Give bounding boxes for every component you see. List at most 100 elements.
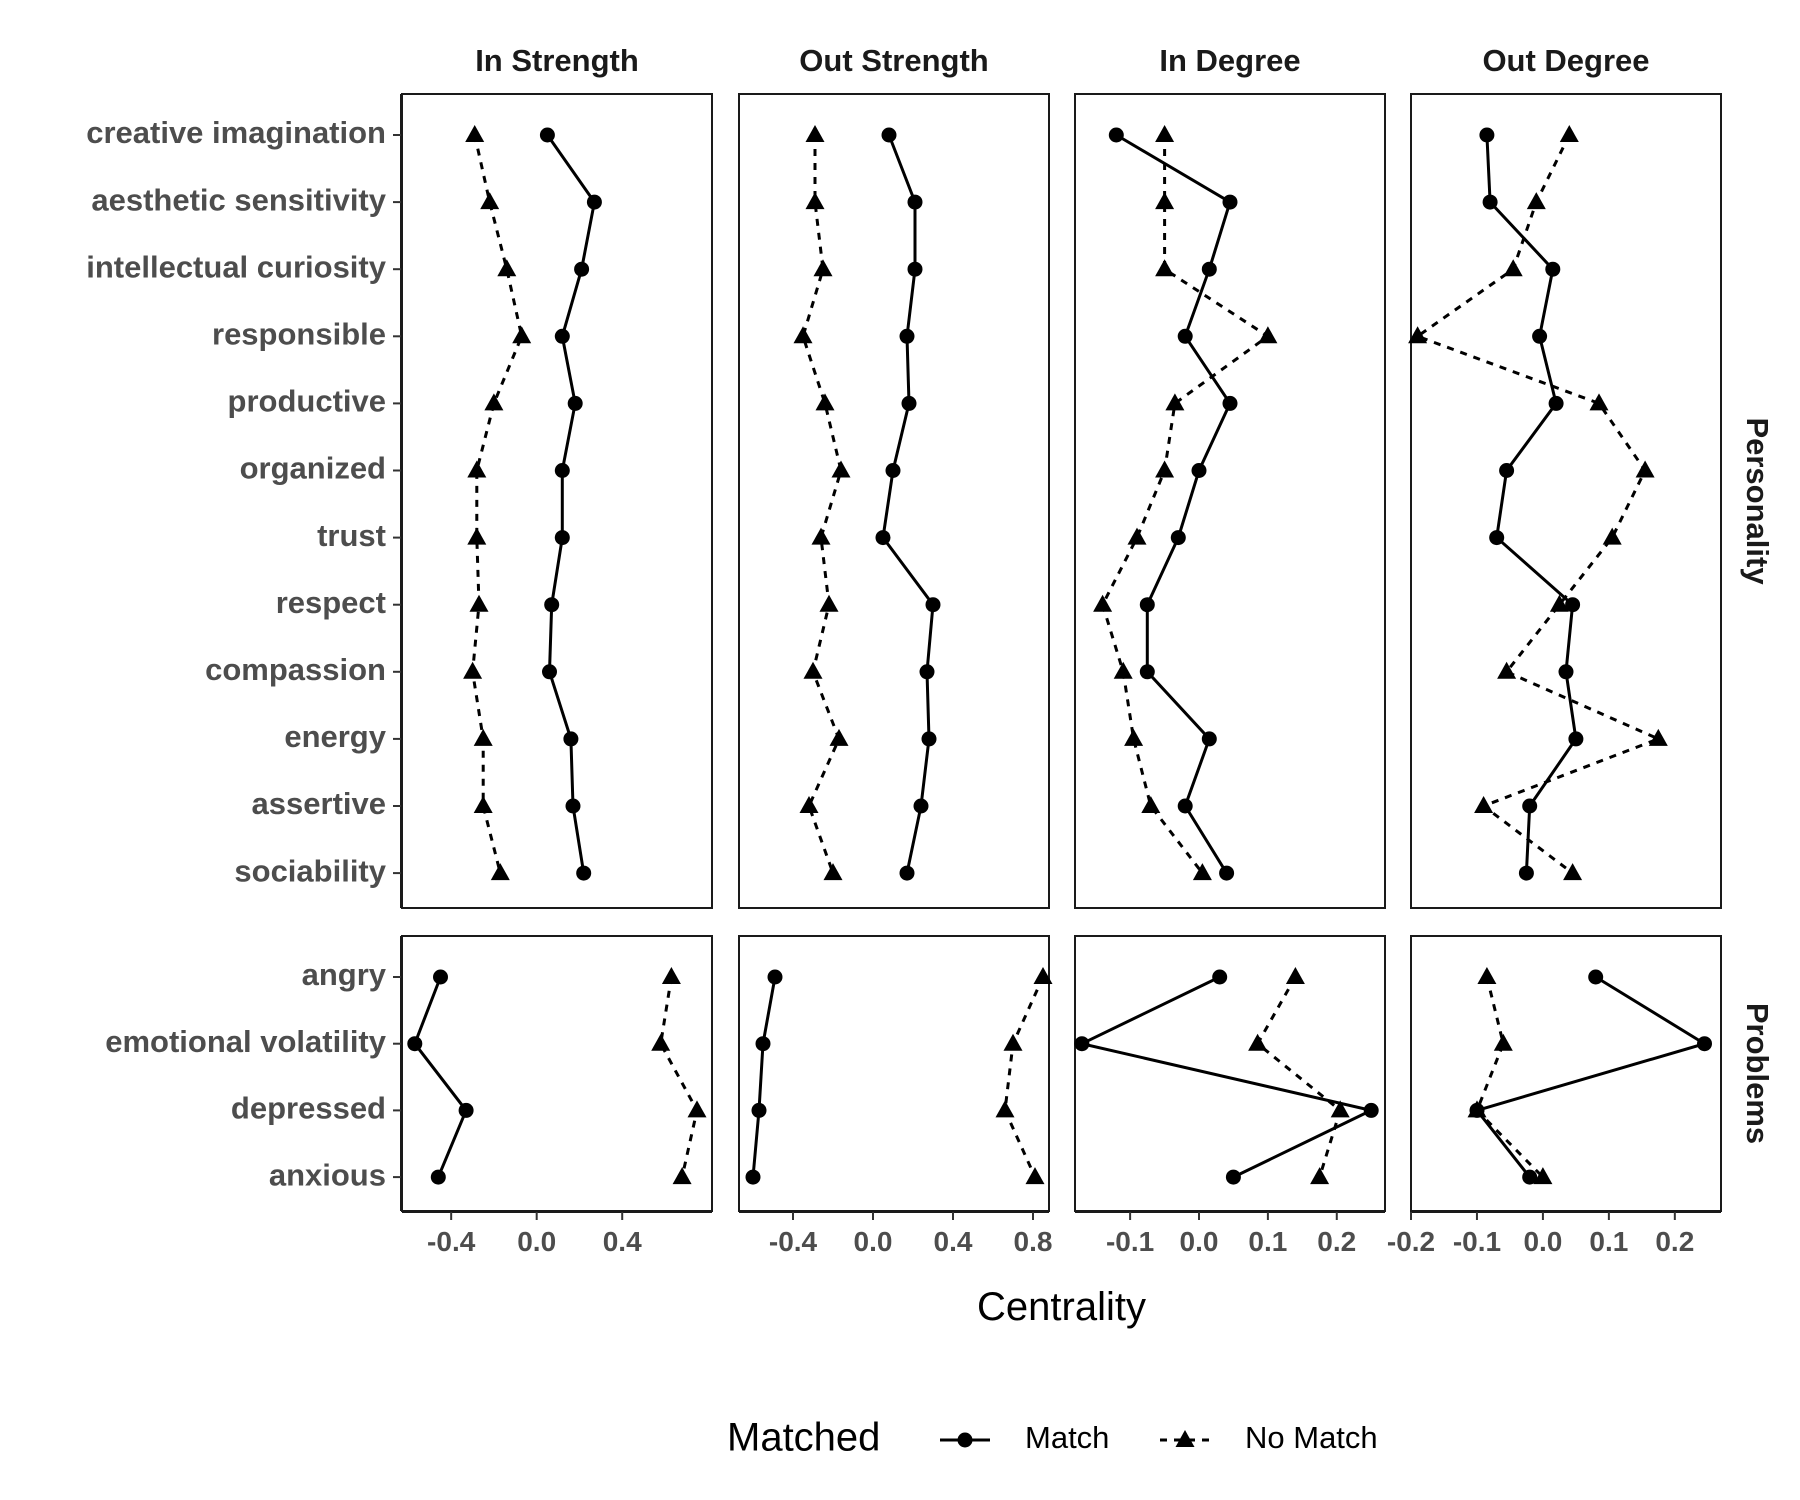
series-line-no-match-in-degree-personality	[1100, 135, 1271, 875]
point-nomatch-out-degree-emotional-volatility	[1493, 1033, 1513, 1051]
point-match-in-degree-compassion	[1139, 664, 1155, 680]
point-nomatch-in-degree-respect	[1093, 594, 1113, 612]
point-nomatch-out-degree-depressed	[1467, 1100, 1487, 1118]
point-nomatch-in-degree-productive	[1165, 393, 1185, 411]
point-nomatch-in-degree-assertive	[1141, 796, 1161, 813]
point-nomatch-in-strength-organized	[467, 460, 487, 478]
point-match-out-degree-energy	[1568, 731, 1584, 747]
point-nomatch-in-degree-angry	[1285, 967, 1305, 984]
point-match-out-strength-trust	[875, 530, 891, 546]
point-match-out-strength-energy	[921, 731, 937, 747]
legend-key-marker-nomatch	[1175, 1430, 1195, 1447]
y-label-organized: organized	[240, 451, 386, 486]
point-match-out-strength-depressed	[751, 1102, 767, 1118]
col-strip-in-degree: In Degree	[1159, 43, 1300, 78]
point-nomatch-out-degree-organized	[1635, 460, 1655, 478]
point-match-in-strength-aesthetic-sensitivity	[586, 194, 602, 210]
y-label-angry: angry	[302, 957, 387, 992]
point-match-in-degree-sociability	[1219, 865, 1235, 881]
y-label-productive: productive	[228, 384, 386, 419]
point-nomatch-out-strength-creative-imagination	[805, 125, 825, 142]
point-match-out-strength-intellectual-curiosity	[907, 261, 923, 277]
row-strip-problems: Problems	[1740, 1003, 1775, 1144]
point-match-out-degree-organized	[1499, 463, 1515, 478]
point-match-in-degree-organized	[1191, 463, 1207, 478]
point-nomatch-out-degree-sociability	[1563, 863, 1583, 881]
point-nomatch-out-degree-trust	[1602, 527, 1622, 545]
panel-in-degree-problems	[1074, 935, 1386, 1212]
x-tick-label-out-degree-4: 0.2	[1655, 1226, 1694, 1257]
x-tick-label-out-degree-3: 0.1	[1589, 1226, 1628, 1257]
point-match-in-strength-anxious	[430, 1169, 446, 1185]
point-nomatch-out-strength-energy	[829, 728, 849, 746]
series-line-no-match-out-degree-problems	[1475, 976, 1544, 1179]
point-match-in-strength-creative-imagination	[539, 127, 555, 143]
x-tick-label-out-strength-2: 0.4	[934, 1226, 973, 1257]
y-label-emotional-volatility: emotional volatility	[105, 1024, 387, 1059]
panel-out-strength-personality	[738, 93, 1050, 909]
legend-label-match: Match	[1025, 1420, 1109, 1455]
point-nomatch-in-degree-aesthetic-sensitivity	[1155, 192, 1175, 210]
point-match-out-degree-responsible	[1532, 328, 1548, 344]
point-nomatch-out-strength-trust	[811, 527, 831, 545]
legend-label-nomatch: No Match	[1245, 1420, 1378, 1455]
point-nomatch-out-degree-angry	[1477, 967, 1497, 984]
x-tick-label-in-strength-2: 0.4	[603, 1226, 642, 1257]
point-nomatch-in-degree-creative-imagination	[1155, 125, 1175, 142]
point-match-in-degree-assertive	[1177, 798, 1193, 814]
legend-title: Matched	[727, 1416, 880, 1460]
point-match-out-strength-productive	[901, 395, 917, 411]
series-line-no-match-in-degree-problems	[1255, 976, 1342, 1178]
point-nomatch-in-strength-energy	[473, 728, 493, 746]
point-nomatch-in-degree-responsible	[1258, 326, 1278, 344]
point-nomatch-in-strength-sociability	[490, 863, 510, 881]
point-nomatch-in-degree-compassion	[1113, 661, 1133, 679]
point-nomatch-out-strength-depressed	[995, 1100, 1015, 1118]
point-nomatch-in-strength-assertive	[473, 796, 493, 813]
point-match-in-strength-intellectual-curiosity	[574, 261, 590, 277]
series-line-match-out-strength-problems	[751, 976, 777, 1178]
point-match-in-strength-angry	[433, 969, 448, 985]
series-line-match-out-strength-personality	[881, 134, 935, 874]
point-nomatch-out-strength-anxious	[1025, 1167, 1045, 1185]
point-nomatch-out-degree-intellectual-curiosity	[1503, 259, 1523, 277]
panel-in-strength-personality	[401, 93, 713, 909]
y-label-creative-imagination: creative imagination	[86, 115, 386, 150]
panel-in-degree-personality	[1074, 93, 1386, 909]
x-tick-label-out-degree-1: -0.1	[1453, 1226, 1501, 1257]
point-nomatch-in-degree-depressed	[1330, 1100, 1350, 1118]
point-nomatch-in-strength-angry	[661, 967, 681, 984]
series-line-no-match-in-strength-problems	[659, 976, 699, 1178]
series-line-match-in-degree-problems	[1077, 975, 1376, 1179]
series-line-no-match-out-degree-personality	[1414, 134, 1663, 875]
point-nomatch-out-strength-intellectual-curiosity	[813, 259, 833, 277]
point-match-in-degree-creative-imagination	[1108, 127, 1124, 143]
series-line-match-out-degree-personality	[1485, 134, 1578, 874]
panel-out-degree-problems	[1410, 935, 1722, 1212]
y-label-assertive: assertive	[252, 786, 386, 821]
y-label-depressed: depressed	[231, 1091, 386, 1126]
row-strip-personality: Personality	[1740, 417, 1775, 585]
y-label-respect: respect	[276, 585, 386, 620]
point-nomatch-out-degree-creative-imagination	[1559, 125, 1579, 142]
point-match-in-degree-aesthetic-sensitivity	[1222, 194, 1238, 210]
point-match-in-degree-energy	[1201, 731, 1217, 747]
point-match-out-degree-productive	[1548, 395, 1564, 411]
x-tick-label-out-degree-0: -0.2	[1387, 1226, 1435, 1257]
y-label-anxious: anxious	[269, 1157, 386, 1192]
x-tick-label-in-degree-2: 0.1	[1248, 1226, 1287, 1257]
point-match-in-degree-respect	[1139, 597, 1155, 613]
x-tick-label-in-degree-1: 0.0	[1180, 1226, 1219, 1257]
y-label-responsible: responsible	[212, 316, 386, 351]
x-tick-label-out-degree-2: 0.0	[1523, 1226, 1562, 1257]
x-tick-label-in-degree-0: -0.1	[1106, 1226, 1154, 1257]
point-match-in-degree-emotional-volatility	[1074, 1036, 1090, 1052]
point-nomatch-out-strength-respect	[819, 594, 839, 612]
series-line-match-in-degree-personality	[1115, 133, 1232, 874]
point-nomatch-out-strength-assertive	[799, 796, 819, 813]
col-strip-in-strength: In Strength	[475, 43, 639, 78]
point-match-out-strength-emotional-volatility	[755, 1036, 771, 1052]
x-axis-title: Centrality	[977, 1285, 1146, 1329]
